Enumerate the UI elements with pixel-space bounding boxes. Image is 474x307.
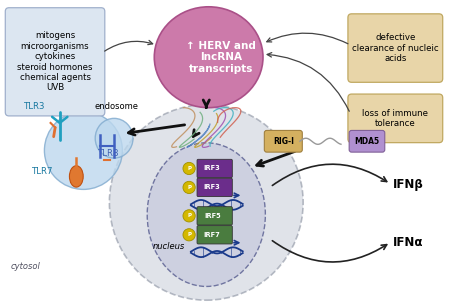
Text: IRF5: IRF5 bbox=[204, 213, 220, 219]
Circle shape bbox=[183, 210, 195, 222]
FancyBboxPatch shape bbox=[348, 94, 443, 143]
Text: mitogens
microorganisms
cytokines
steroid hormones
chemical agents
UVB: mitogens microorganisms cytokines steroi… bbox=[17, 31, 93, 92]
FancyBboxPatch shape bbox=[197, 226, 232, 244]
Text: cytosol: cytosol bbox=[10, 262, 40, 271]
Ellipse shape bbox=[45, 111, 122, 189]
FancyBboxPatch shape bbox=[197, 207, 232, 225]
Text: defective
clearance of nucleic
acids: defective clearance of nucleic acids bbox=[352, 33, 438, 63]
FancyBboxPatch shape bbox=[264, 130, 302, 152]
FancyBboxPatch shape bbox=[197, 178, 232, 196]
Text: TLR7: TLR7 bbox=[33, 167, 54, 176]
Text: IRF7: IRF7 bbox=[204, 232, 220, 238]
Text: P: P bbox=[187, 232, 191, 237]
Text: TLR8: TLR8 bbox=[98, 149, 119, 158]
Text: IRF3: IRF3 bbox=[204, 185, 220, 190]
FancyBboxPatch shape bbox=[348, 14, 443, 82]
FancyBboxPatch shape bbox=[5, 8, 105, 116]
Ellipse shape bbox=[109, 105, 303, 300]
Text: MDA5: MDA5 bbox=[355, 137, 380, 146]
Ellipse shape bbox=[69, 166, 83, 187]
Text: P: P bbox=[187, 213, 191, 218]
Circle shape bbox=[183, 162, 195, 175]
Ellipse shape bbox=[95, 119, 133, 158]
Text: IFNα: IFNα bbox=[393, 236, 423, 249]
Text: P: P bbox=[187, 166, 191, 171]
FancyBboxPatch shape bbox=[349, 130, 385, 152]
Ellipse shape bbox=[155, 7, 263, 108]
Text: TLR3: TLR3 bbox=[24, 102, 46, 111]
Text: RIG-I: RIG-I bbox=[273, 137, 294, 146]
Text: ↑ HERV and
lncRNA
transcripts: ↑ HERV and lncRNA transcripts bbox=[186, 41, 256, 74]
Text: IRF3: IRF3 bbox=[204, 165, 220, 172]
Text: nucleus: nucleus bbox=[152, 242, 184, 251]
Ellipse shape bbox=[147, 143, 265, 286]
Circle shape bbox=[183, 181, 195, 193]
Text: loss of immune
tolerance: loss of immune tolerance bbox=[362, 109, 428, 128]
Text: P: P bbox=[187, 185, 191, 190]
FancyBboxPatch shape bbox=[197, 159, 232, 178]
Text: IFNβ: IFNβ bbox=[393, 177, 424, 191]
Circle shape bbox=[183, 229, 195, 241]
Text: endosome: endosome bbox=[94, 102, 138, 111]
